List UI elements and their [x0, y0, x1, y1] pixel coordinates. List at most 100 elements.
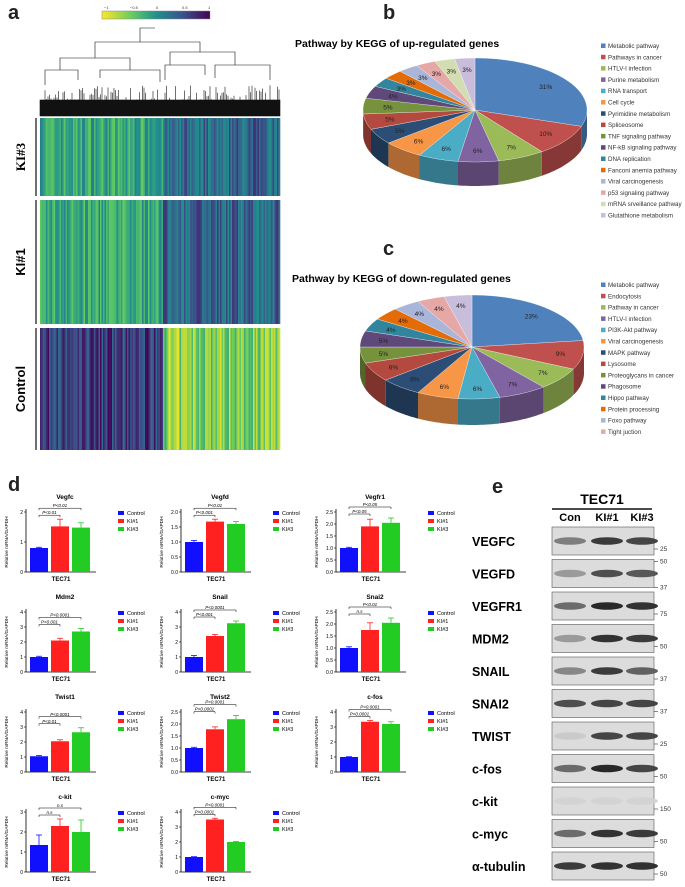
y-tick-label: 2 [330, 740, 333, 746]
wb-marker: 50 [660, 839, 668, 846]
wb-row-c-fos: c-fos 50 [472, 754, 668, 783]
legend-label: KI#3 [282, 827, 293, 833]
pie-slice [385, 346, 473, 393]
y-tick-label: 0 [20, 670, 23, 676]
pie-slice [388, 109, 476, 156]
bar-KI#3 [227, 842, 245, 872]
legend-swatch [601, 201, 606, 207]
y-tick-label: 1.0 [171, 540, 178, 546]
colorbar-tick: −1 [104, 5, 109, 10]
significance-label: P<0.0001 [50, 712, 70, 717]
y-tick-label: 0.5 [326, 658, 333, 664]
pie-slice-label: 5% [379, 338, 389, 345]
pie-slice [370, 109, 476, 144]
legend-swatch [601, 372, 606, 378]
pie-slice-label: 4% [388, 94, 398, 101]
legend-label: Fanconi anemia pathway [608, 167, 678, 174]
legend-swatch [601, 77, 606, 82]
pie-down-title: Pathway by KEGG of down-regulated genes [292, 273, 511, 285]
pie-slice-label: 5% [379, 351, 389, 358]
y-tick-label: 1 [20, 540, 23, 546]
legend-swatch [601, 122, 606, 128]
bar-KI#3 [72, 832, 90, 872]
y-tick-label: 1.5 [171, 525, 178, 531]
y-tick-label: 2.0 [326, 622, 333, 628]
legend-swatch [601, 133, 606, 139]
wb-row-MDM2: MDM2 50 [472, 624, 668, 653]
wb-band [591, 829, 623, 838]
pie-slice [471, 346, 574, 388]
bar-chart-c-fos: c-fos 0 1 2 3 4 Relative mRNA/GAPDH TEC71 P<0.00… [314, 694, 455, 783]
pie-down-legend: Metabolic pathway Endocytosis Pathway in c… [601, 282, 674, 436]
x-axis-label: TEC71 [362, 777, 381, 783]
pie-slice [362, 98, 476, 115]
wb-protein-label: α-tubulin [472, 860, 526, 874]
pie-slice-label: 3% [447, 69, 457, 76]
significance-label: n.s [46, 810, 53, 815]
pie-slice-label: 6% [410, 377, 420, 384]
pie-slice [474, 109, 582, 152]
legend-swatch [118, 627, 124, 631]
bar-chart-title: Mdm2 [56, 594, 75, 601]
legend-label: KI#3 [437, 727, 448, 733]
wb-band [626, 569, 658, 578]
wb-protein-label: c-myc [472, 828, 508, 842]
pie-slice-label: 4% [415, 311, 425, 318]
x-axis-label: TEC71 [52, 777, 71, 783]
y-tick-label: 1.5 [171, 734, 178, 740]
bar-chart-title: Vegfc [56, 494, 74, 501]
pie-charts: Pathway by KEGG of up-regulated genes Pa… [292, 38, 682, 436]
legend-swatch [118, 819, 124, 823]
wb-band [626, 537, 658, 545]
legend-swatch [428, 511, 434, 515]
panel-label-c: c [383, 238, 395, 260]
significance-label: P<0.0001 [360, 705, 380, 710]
legend-swatch [273, 519, 279, 523]
y-axis-label: Relative mRNA/GAPDH [159, 716, 165, 768]
y-tick-label: 3 [20, 625, 23, 631]
y-tick-label: 3 [330, 725, 333, 731]
bar-KI#1 [206, 636, 224, 672]
bar-Control [185, 657, 203, 672]
legend-swatch [273, 527, 279, 531]
significance-label: P<0.001 [196, 612, 213, 617]
bar-chart-title: Vegfd [211, 494, 229, 501]
wb-band [554, 699, 586, 708]
pie-slice-label: 6% [414, 139, 424, 146]
x-axis-label: TEC71 [207, 777, 226, 783]
wb-protein-label: SNAI2 [472, 698, 509, 712]
bar-Control [340, 548, 358, 572]
legend-swatch [118, 519, 124, 523]
western-blot: TEC71 Con KI#1 KI#3 VEGFC25VEGFD5037VEGF… [472, 491, 671, 881]
bar-KI#1 [51, 526, 69, 572]
pie-slice-label: 6% [473, 386, 483, 393]
pie-slice-label: 31% [539, 84, 552, 91]
legend-swatch [601, 395, 606, 400]
y-axis-label: Relative mRNA/GAPDH [314, 716, 320, 768]
significance-label: P<0.0001 [350, 712, 370, 717]
legend-label: Control [437, 711, 455, 717]
y-tick-label: 1 [20, 755, 23, 761]
significance-label: P<0.0001 [195, 809, 215, 814]
colorbar-tick: −0.5 [130, 5, 139, 10]
bar-chart-Snai2: Snai2 0.0 0.5 1.0 1.5 2.0 2.5 Relative mRNA/GAP… [314, 594, 455, 683]
wb-band [554, 797, 586, 805]
bar-KI#3 [72, 631, 90, 672]
wb-band [591, 862, 623, 870]
legend-swatch [601, 327, 606, 333]
wb-protein-label: SNAIL [472, 665, 510, 679]
y-tick-label: 0 [330, 770, 333, 776]
y-tick-label: 0 [175, 670, 178, 676]
bar-Control [30, 657, 48, 672]
bar-KI#1 [206, 819, 224, 872]
legend-swatch [601, 111, 606, 116]
legend-swatch [273, 511, 279, 515]
bar-chart-Vegfr1: Vegfr1 0.0 0.5 1.0 1.5 2.0 2.5 Relative mRNA/GA… [314, 494, 455, 583]
legend-label: Control [282, 511, 300, 517]
significance-label: P<0.01 [363, 602, 378, 607]
pie-slice-label: 9% [556, 351, 566, 358]
significance-label: P<0.001 [196, 510, 213, 515]
significance-label: P<0.01 [208, 503, 223, 508]
wb-band [554, 667, 586, 675]
pie-up-legend: Metabolic pathway Pathways in cancer HTLV-… [601, 43, 682, 220]
